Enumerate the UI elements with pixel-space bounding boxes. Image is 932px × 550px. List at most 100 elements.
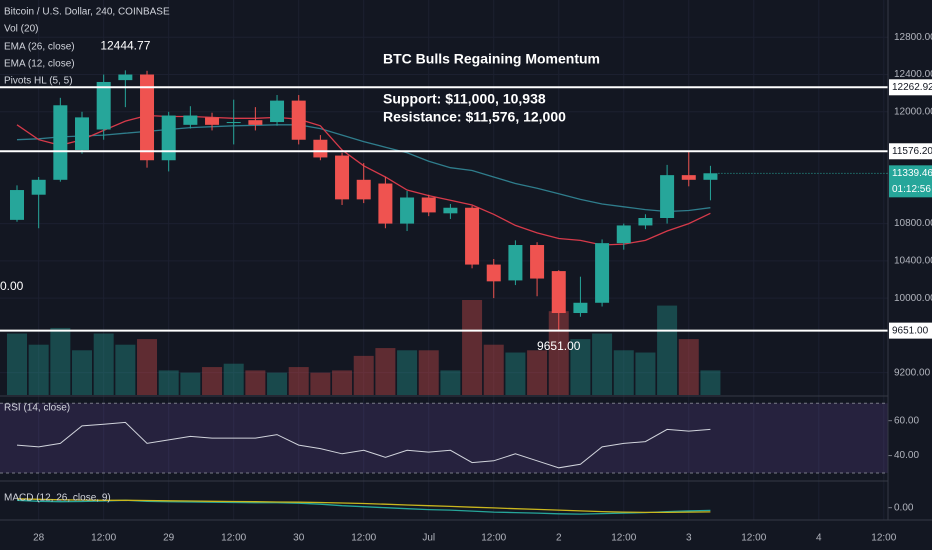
volume-bar — [440, 370, 461, 395]
candle-body — [96, 81, 111, 130]
volume-bar — [375, 348, 396, 395]
candle-body — [356, 179, 371, 200]
y-tick-label: 10000.00 — [894, 293, 932, 304]
legend-pivots: Pivots HL (5, 5) — [4, 76, 73, 87]
candle-body — [335, 155, 350, 200]
x-tick-label: 12:00 — [221, 533, 246, 544]
candle-body — [10, 190, 24, 220]
level-label: 11576.20 — [892, 146, 932, 157]
x-tick-label: 2 — [556, 533, 562, 544]
candle-body — [660, 175, 675, 218]
level-tag — [889, 79, 932, 96]
candle-body — [53, 105, 68, 180]
volume-bar — [483, 344, 504, 395]
volume-bar — [288, 367, 309, 395]
candle-body — [681, 175, 696, 180]
candle-body — [118, 74, 133, 81]
pivot-label: 9651.00 — [537, 339, 581, 353]
volume-bar — [28, 344, 49, 395]
x-tick-label: 12:00 — [481, 533, 506, 544]
volume-bar — [310, 372, 331, 395]
x-tick-label: 30 — [293, 533, 305, 544]
marks — [7, 70, 721, 515]
y-tick-label: 12400.00 — [894, 69, 932, 80]
candle-body — [421, 197, 436, 213]
x-tick-label: 29 — [163, 533, 175, 544]
last-price-tag — [889, 165, 932, 198]
cut-label: 0.00 — [0, 279, 24, 293]
volume-bar — [570, 339, 591, 395]
y-tick-label: 40.00 — [894, 450, 919, 461]
annotation-title: BTC Bulls Regaining Momentum — [383, 51, 600, 67]
volume-bar — [592, 333, 613, 395]
overlay: 28 12:00 29 12:00 30 12:00 Jul 12:00 2 12:00 3 12:0… — [0, 32, 932, 544]
legend-ema: EMA (12, close) — [4, 59, 75, 70]
candle-body — [205, 117, 220, 125]
candle-body — [248, 120, 263, 125]
volume-bar — [657, 305, 678, 395]
volume-bar — [418, 350, 439, 395]
y-tick-label: 0.00 — [894, 502, 914, 513]
volume-bar — [353, 355, 374, 395]
x-tick-label: 12:00 — [871, 533, 896, 544]
y-tick-label: 60.00 — [894, 415, 919, 426]
volume-bar — [93, 333, 114, 395]
candle-body — [638, 217, 653, 226]
y-tick-label: 12000.00 — [894, 106, 932, 117]
ema-line — [16, 124, 711, 213]
volume-bar — [397, 350, 418, 395]
volume-bar — [678, 339, 699, 395]
candle-body — [508, 245, 523, 281]
rsi-title: RSI (14, close) — [4, 403, 70, 414]
legend-volume: Vol (20) — [4, 24, 38, 35]
candle-body — [400, 197, 415, 224]
volume-bar — [137, 339, 158, 395]
level-label: 9651.00 — [892, 325, 929, 336]
volume-bar — [527, 350, 548, 395]
volume-bar — [72, 350, 93, 395]
candle-body — [313, 139, 328, 158]
volume-bar — [180, 372, 201, 395]
pivot-label: 12444.77 — [100, 39, 150, 53]
x-tick-label: 12:00 — [741, 533, 766, 544]
candle-body — [573, 302, 588, 314]
volume-bar — [332, 370, 353, 395]
volume-bar — [635, 352, 656, 395]
x-tick-label: 12:00 — [611, 533, 636, 544]
candle-body — [616, 225, 631, 244]
rsi-band — [0, 403, 888, 474]
macd-title: MACD (12, 26, close, 9) — [4, 493, 111, 504]
candle-body — [75, 117, 90, 150]
x-tick-label: 28 — [33, 533, 45, 544]
candle-body — [703, 173, 718, 180]
candle-body — [31, 179, 46, 195]
candle-body — [226, 122, 241, 124]
countdown: 01:12:56 — [892, 184, 931, 195]
y-tick-label: 9200.00 — [894, 367, 931, 378]
candle-body — [595, 243, 610, 303]
candle-body — [530, 245, 545, 279]
candle-body — [378, 183, 393, 224]
annotation: Resistance: $11,576, 12,000 — [383, 109, 566, 125]
volume-bar — [202, 367, 223, 395]
volume-bar — [50, 327, 71, 395]
legend-symbol: Bitcoin / U.S. Dollar, 240, COINBASE — [4, 7, 170, 18]
level-label: 12262.92 — [892, 82, 932, 93]
y-tick-label: 10800.00 — [894, 218, 932, 229]
volume-bar — [245, 370, 266, 395]
last-price-label: 11339.46 — [892, 168, 932, 179]
rsi-line — [16, 421, 711, 469]
volume-bar — [267, 372, 288, 395]
x-tick-label: 4 — [816, 533, 822, 544]
candle-body — [551, 271, 566, 314]
annotation: Support: $11,000, 10,938 — [383, 91, 546, 107]
x-tick-label: Jul — [422, 533, 435, 544]
candle-body — [161, 115, 176, 161]
volume-bar — [115, 344, 136, 395]
legend-ema: EMA (26, close) — [4, 42, 75, 53]
level-tag — [889, 143, 932, 160]
volume-bar — [462, 300, 483, 395]
volume-bar — [223, 363, 244, 395]
